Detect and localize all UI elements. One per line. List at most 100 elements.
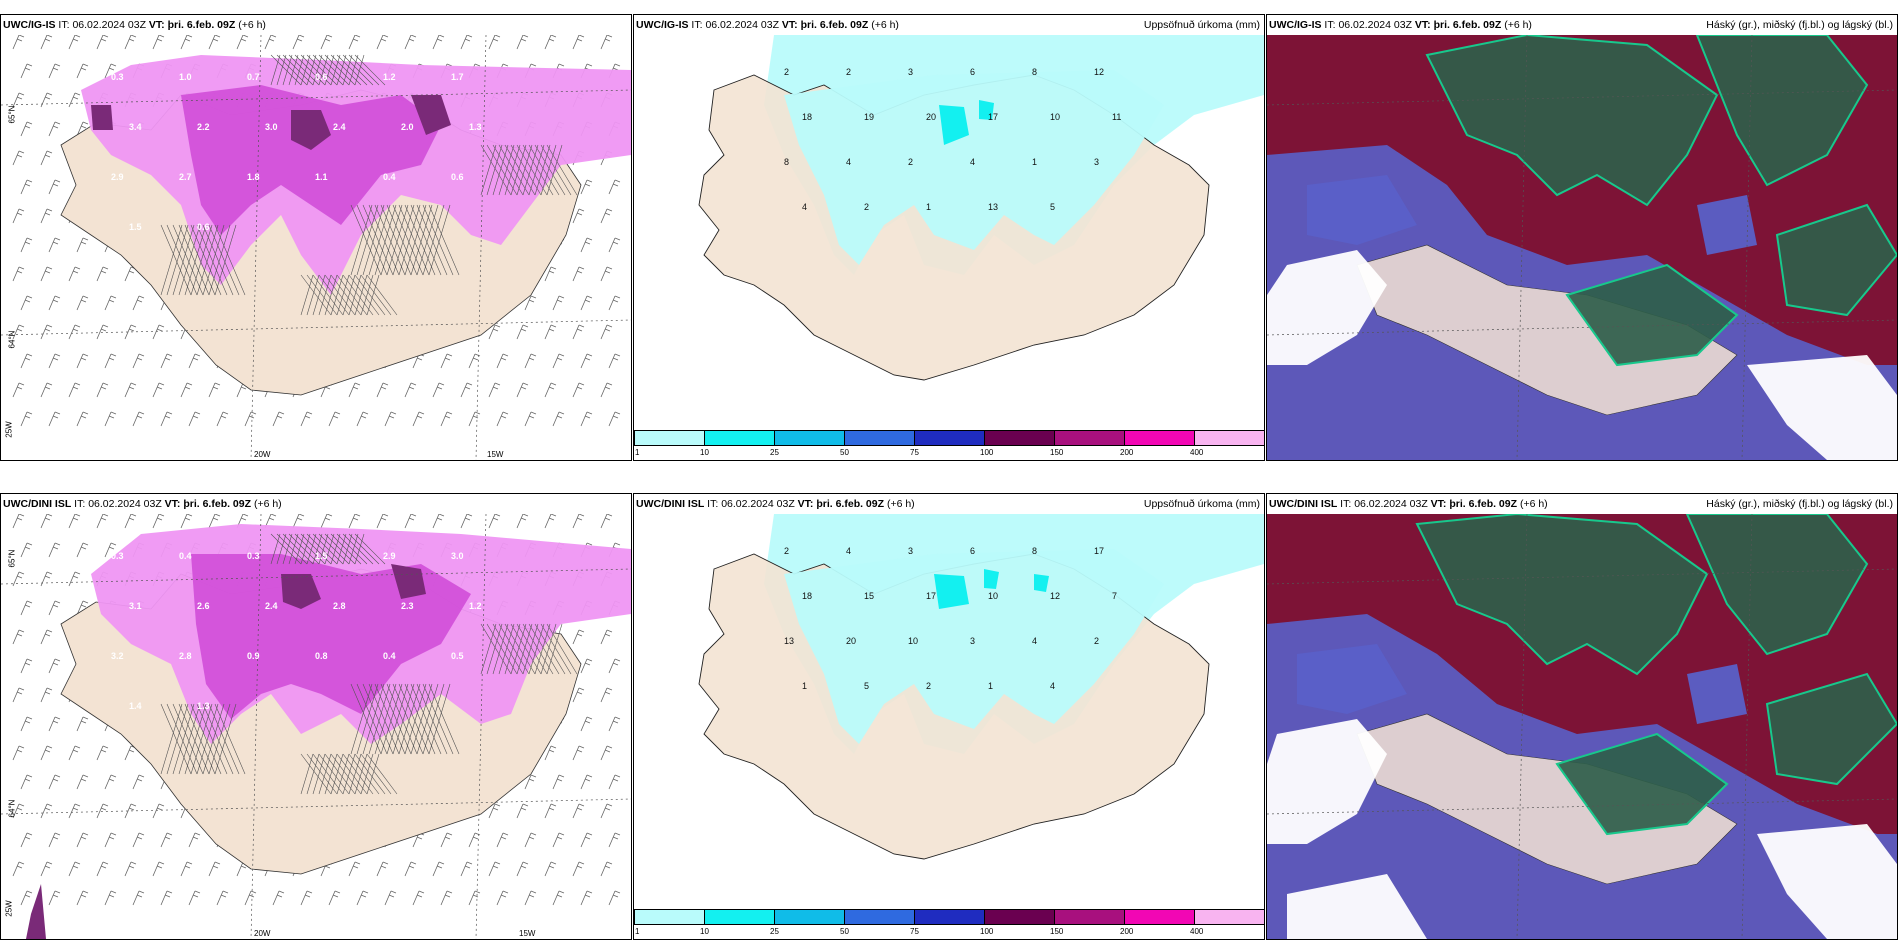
hatch-line — [516, 144, 548, 196]
map-value-label: 10 — [908, 636, 918, 646]
model-name: UWC/IG-IS — [3, 19, 56, 31]
wind-barb — [68, 266, 81, 282]
wind-barb — [20, 295, 33, 311]
wind-barb — [40, 35, 53, 50]
wind-barb — [152, 514, 165, 529]
hatch-line — [288, 54, 320, 86]
wind-barb — [76, 600, 89, 616]
hatch-line — [398, 683, 430, 755]
cloud-map — [1267, 514, 1897, 939]
wind-barb — [208, 861, 221, 877]
colorbar-tick-label: 50 — [840, 927, 849, 936]
map-value-label: 20 — [846, 636, 856, 646]
hatch-line — [184, 224, 216, 296]
precip-title: Uppsöfnuð úrkoma (mm) — [1143, 498, 1260, 510]
wind-barb — [132, 353, 145, 369]
precip-area-overlay — [784, 70, 1164, 265]
wind-barb — [608, 890, 621, 906]
wind-barb — [180, 35, 193, 50]
wind-barb — [348, 514, 361, 529]
wind-barb — [12, 745, 25, 761]
wind-barb — [376, 514, 389, 529]
wind-barb — [488, 324, 501, 340]
cloud-low-patches — [1297, 644, 1747, 724]
wind-barb — [48, 121, 61, 137]
map-value-label: 2.9 — [111, 172, 124, 182]
wind-barb — [608, 716, 621, 732]
map-value-label: 2.6 — [197, 601, 210, 611]
lat-label-64: 64°N — [7, 330, 17, 349]
colorbar-tick-label: 150 — [1050, 448, 1064, 457]
hatch-line — [386, 204, 418, 276]
grid-line — [1, 568, 631, 585]
wind-barb — [76, 774, 89, 790]
hatch-line — [366, 753, 398, 795]
wind-barb — [264, 35, 277, 50]
colorbar-tick-label: 25 — [770, 448, 779, 457]
wind-barb — [124, 266, 137, 282]
wind-barb — [104, 774, 117, 790]
map-value-label: 3 — [1094, 157, 1099, 167]
colorbar-tick-label: 200 — [1120, 448, 1134, 457]
wind-barb — [356, 890, 369, 906]
map-value-label: 2 — [784, 67, 789, 77]
colorbar-swatch — [1124, 430, 1195, 446]
hatch-line — [330, 533, 362, 565]
hatch-line — [428, 683, 460, 755]
wind-barb — [12, 35, 25, 50]
hatch-line — [504, 144, 536, 196]
wind-barb — [20, 179, 33, 195]
wind-barb — [432, 514, 445, 529]
colorbar-tick-label: 75 — [910, 448, 919, 457]
hatch-line — [354, 533, 386, 565]
hatch-line — [336, 753, 368, 795]
wind-barb — [524, 832, 537, 848]
colorbar-swatch — [1124, 909, 1195, 925]
map-value-label: 0.3 — [111, 551, 124, 561]
wind-barb — [188, 411, 201, 427]
wind-barb — [488, 35, 501, 50]
wind-barb — [96, 514, 109, 529]
wind-barb — [496, 411, 509, 427]
map-value-label: 4 — [1032, 636, 1037, 646]
wind-barb — [40, 629, 53, 645]
map-value-label: 0.4 — [383, 651, 396, 661]
wind-barb — [600, 35, 613, 50]
hatch-line — [516, 623, 548, 675]
hatch-line — [324, 274, 356, 316]
map-value-label: 0.7 — [247, 72, 260, 82]
it-label: IT: — [1340, 498, 1352, 510]
wind-barb — [48, 353, 61, 369]
it-value: 06.02.2024 03Z — [1338, 19, 1412, 31]
wind-barb — [544, 803, 557, 819]
wind-barb — [460, 35, 473, 50]
wind-barb — [600, 745, 613, 761]
map-value-label: 19 — [864, 112, 874, 122]
colorbar-tick-label: 75 — [910, 927, 919, 936]
it-label: IT: — [691, 19, 703, 31]
grid-line — [1741, 514, 1753, 939]
hatch-line — [190, 703, 222, 775]
wind-barb — [468, 832, 481, 848]
hatch-line — [306, 274, 338, 316]
wind-barb — [432, 861, 445, 877]
panel-header: UWC/DINI ISL IT: 06.02.2024 03Z VT: þri.… — [1, 494, 631, 514]
colorbar-swatch — [1054, 909, 1125, 925]
lat-label-64: 64°N — [7, 799, 17, 818]
wind-barb — [20, 411, 33, 427]
precip-title: Uppsöfnuð úrkoma (mm) — [1143, 19, 1260, 31]
map-value-label: 1 — [988, 681, 993, 691]
wind-barb — [572, 745, 585, 761]
snow-labels: 0.3 1.0 0.7 0.6 1.2 1.7 3.4 2.2 3.0 2.4 2.0 1.3 2.9 2… — [111, 72, 482, 232]
wind-barb — [12, 382, 25, 398]
hatch-line — [324, 54, 356, 86]
hatch-line — [312, 274, 344, 316]
grid-line — [1, 798, 631, 815]
wind-barb — [12, 629, 25, 645]
wind-barb — [544, 861, 557, 877]
hatch-line — [354, 54, 386, 86]
wind-barb — [96, 35, 109, 50]
map-value-label: 3.4 — [129, 122, 142, 132]
hatch-line — [354, 753, 386, 795]
